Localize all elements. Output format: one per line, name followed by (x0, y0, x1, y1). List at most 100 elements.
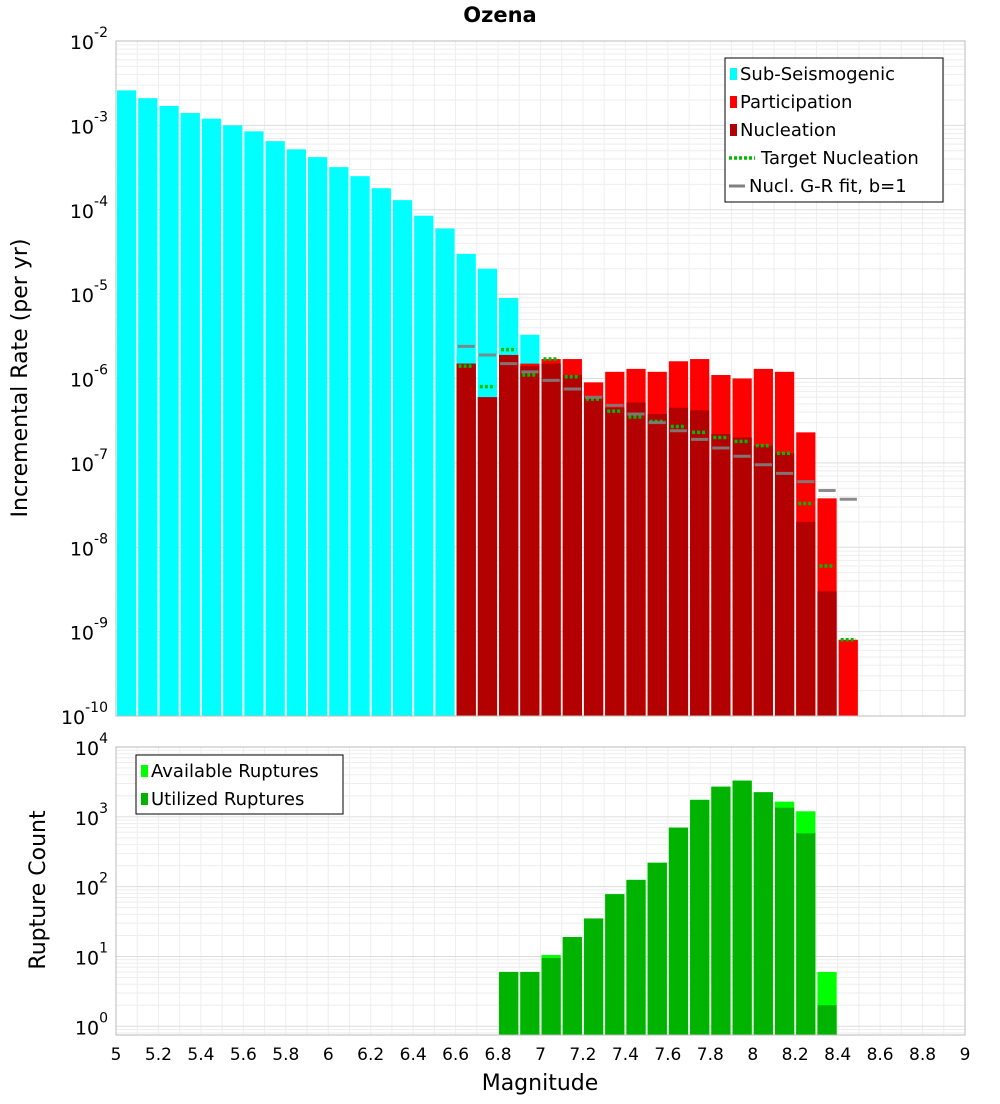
bottom-bar (774, 807, 795, 1035)
x-tick-label: 8 (747, 1045, 758, 1065)
x-tick-label: 8.8 (909, 1045, 936, 1065)
top-bar (350, 176, 370, 716)
x-tick-label: 7 (535, 1045, 546, 1065)
bottom-plot: 100 101 102 103 104 5 5.2 5.4 5.6 5.8 6 6.2 6.4 6.6 6.… (75, 731, 971, 1065)
bottom-bar (817, 1005, 837, 1035)
top-bar (562, 375, 582, 716)
top-bar (711, 433, 731, 716)
x-tick-label: 5.6 (230, 1045, 257, 1065)
bottom-frame (115, 746, 966, 1036)
top-y-tick-label: 10-4 (70, 194, 108, 223)
top-bar (392, 200, 413, 716)
top-bar (180, 113, 200, 716)
bottom-bar (711, 786, 731, 1035)
top-bar (753, 445, 773, 716)
x-tick-label: 5.4 (187, 1045, 214, 1065)
bottom-legend-swatch (141, 765, 148, 777)
top-bar (520, 366, 540, 716)
top-legend-label: Participation (740, 92, 852, 113)
top-bar (732, 437, 752, 716)
x-tick-label: 6.6 (442, 1045, 469, 1065)
top-bar (223, 125, 243, 716)
x-tick-label: 5.8 (272, 1045, 299, 1065)
bottom-y-axis-label: Rupture Count (26, 810, 51, 970)
x-tick-label: 5.2 (145, 1045, 172, 1065)
top-y-tick-label: 10-8 (70, 531, 108, 560)
x-axis-label: Magnitude (482, 1071, 599, 1096)
top-legend-swatch (730, 68, 737, 80)
x-tick-label: 6 (323, 1045, 334, 1065)
top-bar (414, 215, 434, 717)
top-legend-label: Target Nucleation (760, 148, 919, 169)
bottom-legend-label: Available Ruptures (151, 761, 319, 782)
bottom-bar (499, 971, 519, 1035)
top-bar (647, 413, 667, 716)
top-bar (435, 228, 455, 716)
top-legend-label: Nucleation (740, 120, 836, 141)
top-bar (817, 591, 837, 716)
bottom-y-tick-label: 104 (75, 731, 108, 760)
bottom-legend-swatch (141, 793, 148, 805)
x-tick-label: 6.2 (357, 1045, 384, 1065)
bottom-bar (626, 879, 646, 1035)
top-series-2 (456, 354, 837, 716)
top-y-tick-label: 10-3 (70, 109, 108, 138)
x-tick-label: 5 (111, 1045, 122, 1065)
bottom-bar (605, 894, 625, 1035)
top-bar (774, 453, 795, 716)
top-bar (159, 105, 179, 717)
bottom-series-1 (499, 780, 837, 1035)
top-bar (477, 397, 498, 716)
bottom-bar (647, 862, 667, 1035)
top-plot: 10-10 10-9 10-8 10-7 10-6 10-5 10-4 10-3 10-2 Sub… (61, 25, 966, 729)
top-bar (583, 397, 604, 716)
top-legend-swatch (730, 96, 737, 108)
top-bar (605, 407, 625, 716)
bottom-legend: Available Ruptures Utilized Ruptures (135, 754, 344, 815)
top-bar (456, 363, 476, 716)
x-tick-label: 8.2 (782, 1045, 809, 1065)
bottom-bar (541, 958, 561, 1035)
top-bar (117, 90, 137, 716)
bottom-y-tick-label: 100 (75, 1010, 108, 1039)
x-tick-label: 6.8 (485, 1045, 512, 1065)
top-y-tick-label: 10-6 (70, 363, 108, 392)
x-tick-label: 9 (960, 1045, 971, 1065)
top-y-tick-label: 10-9 (70, 616, 108, 645)
x-tick-label: 7.4 (612, 1045, 639, 1065)
top-legend-label: Nucl. G-R fit, b=1 (749, 176, 907, 197)
bottom-y-tick-label: 101 (75, 940, 108, 969)
top-bar (286, 149, 307, 716)
bottom-legend-label: Utilized Ruptures (151, 789, 304, 810)
top-bar (265, 141, 285, 717)
top-frame (115, 40, 966, 717)
x-tick-label: 7.6 (654, 1045, 681, 1065)
bottom-legend-box (135, 754, 344, 815)
top-y-tick-label: 10-2 (70, 25, 108, 54)
top-bar (541, 363, 561, 716)
bottom-bar (796, 833, 816, 1035)
top-bar (690, 410, 710, 716)
bottom-bar (583, 918, 604, 1035)
x-tick-label: 7.2 (569, 1045, 596, 1065)
top-legend-swatch (730, 124, 737, 136)
top-bar (138, 98, 158, 716)
top-bar (499, 354, 519, 716)
bottom-y-tick-label: 102 (75, 871, 108, 900)
top-y-tick-label: 10-5 (70, 278, 108, 307)
top-bar (668, 407, 689, 716)
top-y-tick-label: 10-7 (70, 447, 108, 476)
top-legend-label: Sub-Seismogenic (740, 64, 895, 85)
x-tick-label: 6.4 (400, 1045, 427, 1065)
chart-title: Ozena (463, 3, 536, 27)
bottom-bar (520, 971, 540, 1035)
top-bar (838, 639, 858, 716)
top-bar (371, 188, 391, 717)
bottom-bar (562, 936, 582, 1035)
top-bar (244, 131, 264, 717)
top-series-3 (458, 347, 856, 642)
top-bar (201, 118, 222, 716)
top-series-4 (457, 344, 857, 501)
